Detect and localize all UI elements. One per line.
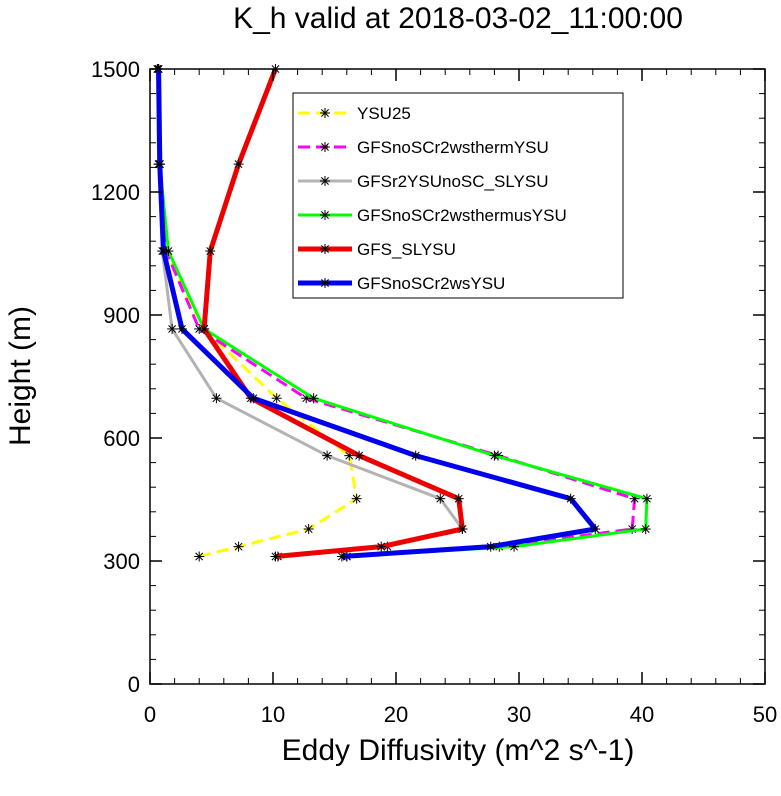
x-tick-label: 20 xyxy=(384,702,408,727)
x-tick-label: 10 xyxy=(261,702,285,727)
legend-box xyxy=(292,92,624,299)
series-5 xyxy=(199,64,468,562)
data-point-marker xyxy=(271,393,282,404)
data-point-marker xyxy=(640,524,651,535)
data-point-marker xyxy=(641,493,652,504)
data-point-marker xyxy=(485,541,496,552)
data-point-marker xyxy=(351,493,362,504)
plot-frame xyxy=(149,68,766,685)
data-point-marker xyxy=(158,246,169,257)
legend-marker xyxy=(320,142,330,152)
data-point-marker xyxy=(308,393,319,404)
legend-item: GFSnoSCr2wsthermusYSU xyxy=(298,206,567,225)
series-line xyxy=(156,68,598,559)
series-6 xyxy=(153,64,601,562)
data-point-marker xyxy=(565,493,576,504)
x-tick-label: 40 xyxy=(630,702,654,727)
data-point-marker xyxy=(489,450,500,461)
data-point-marker xyxy=(376,541,387,552)
y-tick-label: 1500 xyxy=(91,57,140,82)
data-point-marker xyxy=(233,159,244,170)
data-point-marker xyxy=(303,524,314,535)
data-point-marker xyxy=(354,450,365,461)
legend-item: GFSnoSCr2wsthermYSU xyxy=(298,138,549,157)
x-tick-label: 30 xyxy=(507,702,531,727)
x-tick-label: 0 xyxy=(144,702,156,727)
data-point-marker xyxy=(410,450,421,461)
y-tick-label: 900 xyxy=(103,303,140,328)
x-axis-label: Eddy Diffusivity (m^2 s^-1) xyxy=(282,734,635,767)
legend: YSU25 GFSnoSCr2wsthermYSU GFSr2YSUnoSC_SLY… xyxy=(292,92,624,299)
data-point-marker xyxy=(435,493,446,504)
legend-marker xyxy=(320,210,330,220)
y-tick-label: 300 xyxy=(103,549,140,574)
axis-ticks: 0 10 20 30 40 50 0 300 600 900 1200 1500 xyxy=(91,57,777,727)
series-line xyxy=(155,68,359,558)
data-point-marker xyxy=(194,551,205,562)
plot-lines xyxy=(152,64,652,562)
data-point-marker xyxy=(176,323,187,334)
data-point-marker xyxy=(248,393,259,404)
chart-title: K_h valid at 2018-03-02_11:00:00 xyxy=(233,2,683,35)
data-point-marker xyxy=(211,393,222,404)
series-line xyxy=(201,68,465,559)
data-point-marker xyxy=(336,551,347,562)
data-point-marker xyxy=(322,450,333,461)
data-point-marker xyxy=(457,524,468,535)
y-axis-label: Height (m) xyxy=(4,306,37,446)
legend-marker xyxy=(320,108,330,118)
legend-item: GFS_SLYSU xyxy=(298,240,456,259)
data-point-marker xyxy=(154,159,165,170)
legend-marker xyxy=(320,244,330,254)
legend-item: GFSr2YSUnoSC_SLYSU xyxy=(298,172,548,191)
x-tick-label: 50 xyxy=(753,702,777,727)
y-tick-label: 600 xyxy=(103,426,140,451)
data-point-marker xyxy=(270,551,281,562)
legend-label: YSU25 xyxy=(357,104,411,123)
y-tick-label: 1200 xyxy=(91,180,140,205)
legend-label: GFSnoSCr2wsthermYSU xyxy=(357,138,549,157)
legend-label: GFS_SLYSU xyxy=(357,240,456,259)
data-point-marker xyxy=(453,493,464,504)
legend-label: GFSr2YSUnoSC_SLYSU xyxy=(357,172,548,191)
data-point-marker xyxy=(199,323,210,334)
data-point-marker xyxy=(590,524,601,535)
data-point-marker xyxy=(233,541,244,552)
legend-item: YSU25 xyxy=(298,104,411,123)
legend-marker xyxy=(320,278,330,288)
data-point-marker xyxy=(167,323,178,334)
legend-item: GFSnoSCr2wsYSU xyxy=(298,274,505,293)
y-tick-label: 0 xyxy=(128,672,140,697)
legend-label: GFSnoSCr2wsthermusYSU xyxy=(357,206,567,225)
legend-label: GFSnoSCr2wsYSU xyxy=(357,274,505,293)
data-point-marker xyxy=(205,246,216,257)
legend-marker xyxy=(320,176,330,186)
